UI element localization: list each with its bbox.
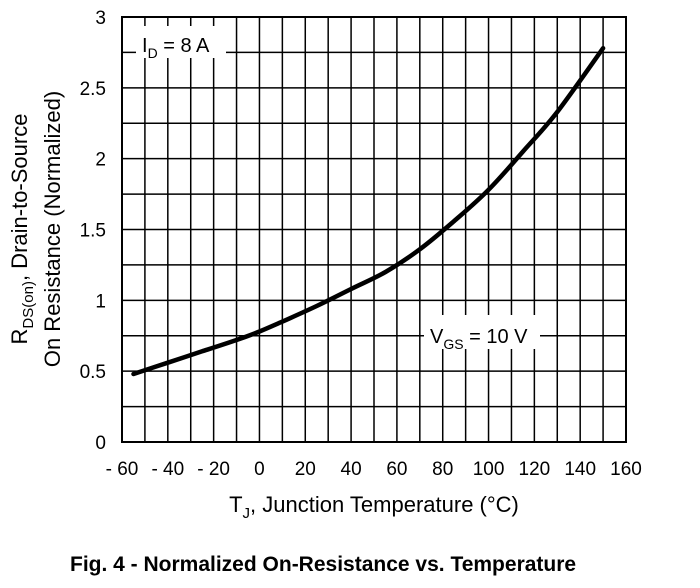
annotation-vgs-background [424,315,540,349]
x-tick-label: 160 [610,459,642,480]
y-tick-label: 3 [95,8,106,29]
y-tick-label: 0 [95,433,106,454]
x-tick-label: - 20 [197,459,230,480]
x-tick-label: 100 [473,459,505,480]
y-tick-label: 2.5 [80,79,106,100]
x-tick-label: 20 [295,459,316,480]
y-axis-title-line-2: On Resistance (Normalized) [40,91,65,367]
annotation-vgs: VGS = 10 V [430,326,528,352]
x-tick-label: 120 [519,459,551,480]
x-tick-label: 140 [564,459,596,480]
y-axis-title-line-1: RDS(on), Drain-to-Source [7,114,37,345]
x-tick-label: - 60 [106,459,139,480]
y-tick-label: 1 [95,291,106,312]
series-layer [131,45,606,377]
x-axis-title: TJ, Junction Temperature (°C) [229,492,519,522]
series-line [131,45,606,377]
tick-labels: - 60 - 40 - 20 0 20 40 60 80 100 120 140 160 0 0.5 1 1.… [80,8,642,480]
x-tick-label: 0 [254,459,265,480]
x-tick-label: 60 [386,459,407,480]
y-tick-label: 1.5 [80,221,106,242]
x-tick-label: 80 [432,459,453,480]
y-tick-label: 2 [95,150,106,171]
annotation-id: ID = 8 A [142,35,210,61]
y-tick-label: 0.5 [80,362,106,383]
grid-minor [121,16,627,443]
x-tick-label: - 40 [151,459,184,480]
plot-frame [121,16,627,443]
x-tick-label: 40 [341,459,362,480]
figure-caption: Fig. 4 - Normalized On-Resistance vs. Te… [70,553,577,576]
annotation-id-background [136,26,226,58]
